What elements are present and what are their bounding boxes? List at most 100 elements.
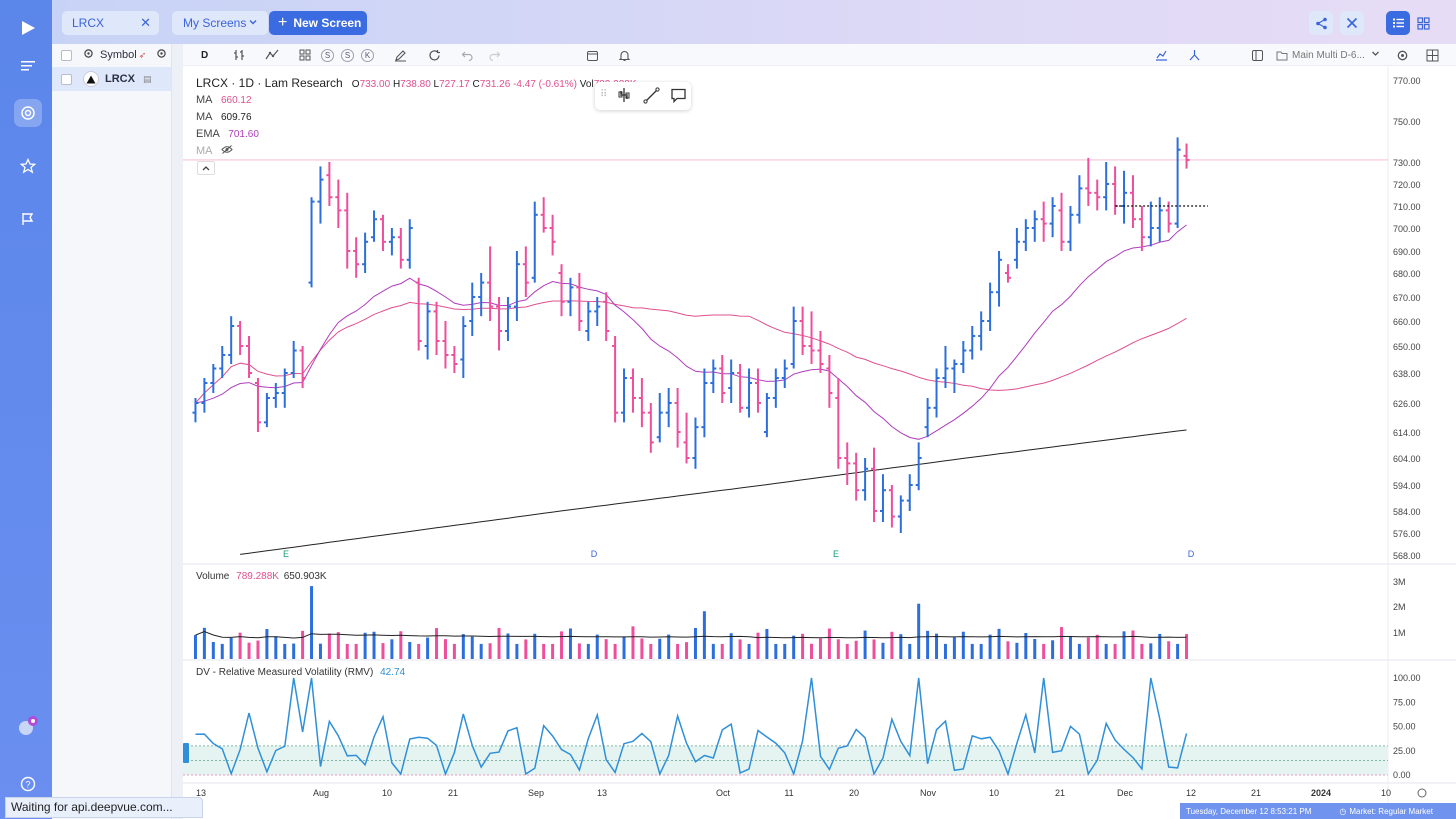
toggle-s2-button[interactable]: S bbox=[341, 47, 354, 63]
low-label: L bbox=[433, 79, 440, 90]
ohlc-bar bbox=[1129, 175, 1136, 228]
ohlc-bar bbox=[362, 232, 369, 273]
ema-legend[interactable]: EMA 701.60 bbox=[196, 128, 259, 140]
time-axis-label: 13 bbox=[196, 788, 206, 798]
volume-bar bbox=[935, 633, 939, 659]
market-status-text: Market: Regular Market bbox=[1349, 806, 1433, 816]
templates-icon[interactable] bbox=[299, 47, 311, 63]
symbol-list-panel: Symbol ➶ LRCX ▤ bbox=[52, 44, 172, 819]
bar-style-icon[interactable] bbox=[233, 47, 246, 63]
tab-lrcx[interactable]: LRCX ✕ bbox=[62, 11, 159, 35]
flag-icon[interactable] bbox=[14, 205, 42, 233]
ohlc-bar bbox=[576, 273, 583, 331]
comment-icon[interactable] bbox=[670, 87, 687, 109]
chart-grid-icon[interactable] bbox=[1426, 47, 1439, 63]
ohlc-bar bbox=[933, 368, 940, 418]
layout-icon[interactable] bbox=[1251, 47, 1264, 63]
ohlc-bar bbox=[790, 306, 797, 369]
rmv-legend: DV - Relative Measured Volatility (RMV) … bbox=[196, 667, 405, 678]
ohlc-bar bbox=[388, 228, 395, 256]
help-icon[interactable]: ? bbox=[14, 770, 42, 798]
event-marker: E bbox=[283, 549, 289, 559]
ohlc-bar bbox=[504, 297, 511, 341]
layout-selector[interactable]: Main Multi D-6... bbox=[1276, 47, 1386, 63]
ohlc-bar bbox=[719, 355, 726, 403]
hidden-ma-legend[interactable]: MA bbox=[196, 145, 233, 157]
collapse-legend-button[interactable] bbox=[197, 161, 215, 175]
volume-bar bbox=[711, 643, 715, 659]
browser-status-bar: Waiting for api.deepvue.com... bbox=[5, 797, 203, 818]
volume-bar bbox=[622, 636, 626, 659]
chart-type-icon[interactable] bbox=[1155, 47, 1168, 63]
volume-pane-label: Volume bbox=[196, 571, 230, 582]
volume-pane-value: 789.288K bbox=[236, 571, 279, 582]
time-axis-label: Aug bbox=[313, 788, 329, 798]
ohlc-bar bbox=[469, 282, 476, 336]
close-icon[interactable]: ✕ bbox=[140, 15, 151, 30]
ohlc-bar bbox=[647, 403, 654, 453]
chart-area[interactable]: D S S K bbox=[183, 44, 1456, 819]
settings-small-icon[interactable] bbox=[83, 48, 94, 62]
ohlc-bar bbox=[763, 393, 770, 438]
tab-label: LRCX bbox=[72, 16, 105, 30]
volume-bar bbox=[818, 638, 822, 659]
alert-bell-icon[interactable] bbox=[618, 47, 631, 63]
drag-handle-icon[interactable]: ⠿ bbox=[600, 89, 608, 100]
volume-bar bbox=[488, 643, 492, 659]
select-all-checkbox[interactable] bbox=[61, 49, 72, 61]
ohlc-bar bbox=[996, 251, 1003, 307]
volume-bar bbox=[560, 631, 564, 659]
time-axis-label: Oct bbox=[716, 788, 731, 798]
price-chart[interactable]: 770.00 750.00 730.00 720.00 710.00 700.00 690.… bbox=[183, 66, 1456, 803]
rmv-tick-label: 25.00 bbox=[1393, 746, 1416, 756]
x-social-icon[interactable] bbox=[1340, 11, 1364, 35]
chevron-down-icon bbox=[1371, 49, 1380, 61]
price-tick-label: 670.00 bbox=[1393, 293, 1421, 303]
symbol-column-header[interactable]: Symbol bbox=[100, 49, 137, 61]
ohlc-bar bbox=[406, 219, 413, 269]
watchlist-star-icon[interactable] bbox=[14, 152, 42, 180]
calendar-icon[interactable] bbox=[586, 47, 599, 63]
eye-off-icon[interactable] bbox=[221, 145, 233, 157]
grid-view-icon[interactable] bbox=[1411, 11, 1435, 35]
indicators-icon[interactable] bbox=[265, 47, 279, 63]
list-item[interactable]: LRCX ▤ bbox=[52, 67, 171, 91]
avatar[interactable] bbox=[14, 712, 42, 740]
column-settings-icon[interactable] bbox=[156, 48, 167, 62]
volume-bar bbox=[1185, 634, 1189, 659]
volume-bar bbox=[595, 634, 599, 659]
app-logo-icon[interactable] bbox=[14, 14, 42, 42]
row-checkbox[interactable] bbox=[61, 73, 72, 85]
chart-settings-icon[interactable] bbox=[1396, 47, 1409, 63]
ma2-legend[interactable]: MA 609.76 bbox=[196, 111, 252, 123]
undo-icon[interactable] bbox=[461, 47, 474, 63]
redo-icon[interactable] bbox=[488, 47, 501, 63]
compare-icon[interactable] bbox=[1188, 47, 1201, 63]
crosshair-bar-icon[interactable] bbox=[615, 86, 633, 109]
row-symbol: LRCX bbox=[105, 73, 135, 85]
draw-pen-icon[interactable] bbox=[394, 47, 407, 63]
trend-line-icon[interactable] bbox=[643, 87, 660, 109]
volume-bar bbox=[1095, 634, 1099, 659]
share-icon[interactable] bbox=[1309, 11, 1333, 35]
toggle-k-button[interactable]: K bbox=[361, 47, 374, 63]
volume-bar bbox=[801, 633, 805, 659]
ohlc-bar bbox=[272, 383, 279, 408]
volume-bar bbox=[1086, 637, 1090, 659]
new-screen-button[interactable]: + New Screen bbox=[269, 11, 367, 35]
time-axis-label: 21 bbox=[448, 788, 458, 798]
my-screens-dropdown[interactable]: My Screens bbox=[172, 11, 268, 35]
list-view-icon[interactable] bbox=[1386, 11, 1410, 35]
toggle-s1-button[interactable]: S bbox=[321, 47, 334, 63]
time-axis-label: Dec bbox=[1117, 788, 1134, 798]
time-axis-label: 2024 bbox=[1311, 788, 1331, 798]
screener-icon[interactable] bbox=[14, 99, 42, 127]
volume-bar bbox=[211, 641, 215, 659]
price-tick-label: 594.00 bbox=[1393, 481, 1421, 491]
ohlc-bar bbox=[496, 297, 503, 351]
refresh-icon[interactable] bbox=[428, 47, 441, 63]
menu-icon[interactable] bbox=[14, 52, 42, 80]
ma1-legend[interactable]: MA 660.12 bbox=[196, 94, 252, 106]
interval-button[interactable]: D bbox=[201, 49, 209, 61]
layout-name: Main Multi D-6... bbox=[1292, 49, 1365, 61]
